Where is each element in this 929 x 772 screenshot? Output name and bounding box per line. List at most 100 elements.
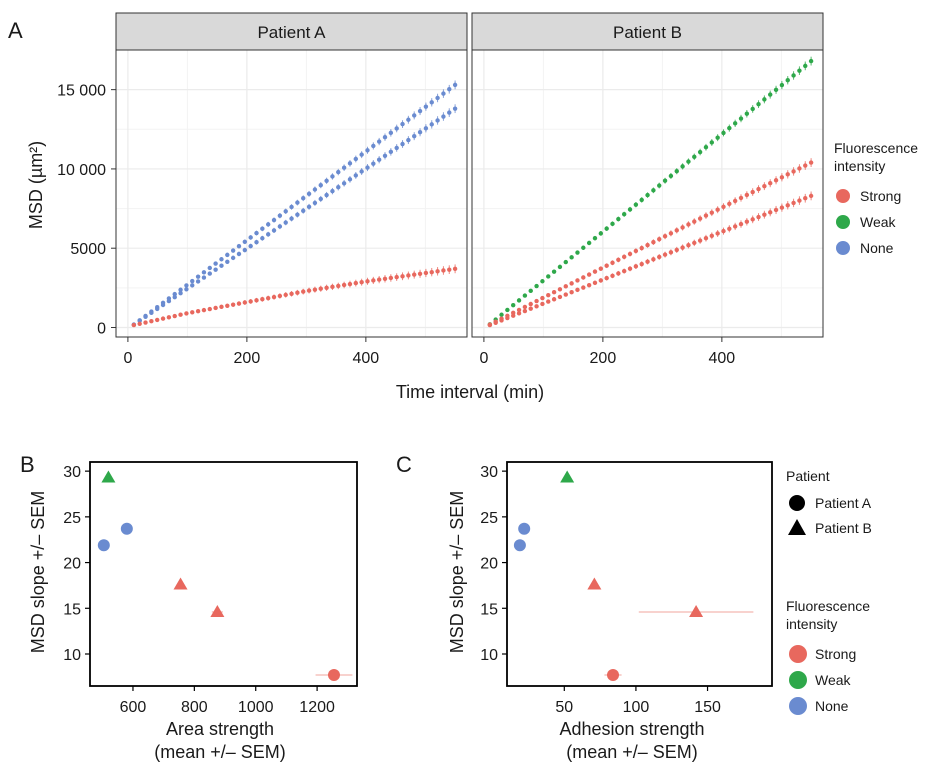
data-point xyxy=(785,78,790,83)
data-point xyxy=(295,200,300,205)
data-point xyxy=(260,236,265,241)
data-point xyxy=(563,259,568,265)
data-point xyxy=(621,268,627,274)
data-point xyxy=(756,214,761,220)
data-point xyxy=(283,292,288,298)
data-point xyxy=(616,216,621,222)
panel-a-y-axis-title: MSD (µm²) xyxy=(26,141,46,229)
data-point xyxy=(633,264,639,269)
data-point xyxy=(400,141,405,147)
data-point xyxy=(429,122,434,127)
data-point xyxy=(201,307,207,313)
data-point xyxy=(143,320,148,325)
data-point xyxy=(680,225,685,230)
data-point xyxy=(575,250,580,255)
panel-label-a: A xyxy=(8,18,23,43)
data-point xyxy=(225,303,230,308)
data-point xyxy=(295,290,300,295)
data-point xyxy=(412,133,417,139)
data-point xyxy=(417,108,423,114)
data-point xyxy=(394,126,399,131)
x-tick-label: 150 xyxy=(694,699,721,716)
data-point xyxy=(341,165,347,170)
data-point xyxy=(569,281,574,286)
data-point xyxy=(586,240,592,246)
data-point xyxy=(371,278,376,283)
data-point xyxy=(143,314,148,319)
data-point xyxy=(505,307,510,313)
panel-b-x-axis-title-line2: (mean +/– SEM) xyxy=(154,742,286,762)
data-point xyxy=(207,265,212,271)
data-point xyxy=(190,310,195,315)
data-point xyxy=(283,209,288,214)
data-point xyxy=(797,68,802,73)
data-point xyxy=(336,169,341,175)
data-point xyxy=(738,195,744,201)
x-tick-label: 0 xyxy=(123,350,132,367)
data-point xyxy=(773,207,779,213)
x-tick-label: 200 xyxy=(234,350,261,367)
data-point xyxy=(686,222,691,227)
point-c-2 xyxy=(513,539,526,552)
data-point xyxy=(149,319,154,324)
data-point xyxy=(540,301,545,307)
data-point xyxy=(785,172,790,177)
data-point xyxy=(382,276,388,281)
y-tick-label: 10 000 xyxy=(57,162,106,179)
data-point xyxy=(406,273,411,278)
data-point xyxy=(382,134,388,140)
data-point xyxy=(516,307,522,313)
data-point xyxy=(779,175,785,180)
data-point xyxy=(657,254,662,260)
data-point xyxy=(662,234,668,239)
data-point xyxy=(376,157,382,162)
data-point xyxy=(359,169,364,174)
legend-bottom: Patient Patient A Patient B Fluorescence… xyxy=(786,468,872,715)
data-point xyxy=(744,219,750,224)
data-point xyxy=(365,148,370,153)
data-point xyxy=(540,279,545,284)
data-point xyxy=(732,224,738,229)
data-point xyxy=(803,63,808,69)
data-point xyxy=(318,182,323,188)
data-point xyxy=(178,287,183,292)
data-point xyxy=(604,263,609,268)
data-point xyxy=(248,235,253,240)
data-point xyxy=(803,163,808,168)
data-point xyxy=(703,213,709,218)
data-point xyxy=(271,217,277,223)
data-point xyxy=(435,269,440,274)
data-point xyxy=(230,302,236,307)
data-point xyxy=(271,228,277,233)
data-point xyxy=(551,290,557,295)
y-tick-label: 20 xyxy=(63,556,81,573)
data-point xyxy=(651,239,656,245)
data-point xyxy=(546,292,551,298)
data-point xyxy=(423,104,429,109)
data-point xyxy=(651,257,656,262)
data-point xyxy=(376,277,382,282)
data-point xyxy=(528,301,533,307)
data-point xyxy=(727,226,732,231)
data-point xyxy=(651,188,656,193)
data-point xyxy=(499,318,504,323)
point-b-3 xyxy=(173,577,188,590)
data-point xyxy=(563,284,568,289)
data-point xyxy=(213,267,218,272)
data-point xyxy=(750,217,755,222)
legend-patient-a: Patient A xyxy=(815,495,872,511)
data-point xyxy=(674,168,679,174)
data-point xyxy=(528,288,533,294)
panel-c-plot: 10 15 20 25 30 50 100 150 xyxy=(480,461,773,716)
data-point xyxy=(581,245,586,250)
data-point xyxy=(242,300,248,305)
data-point xyxy=(230,255,236,261)
point-b-2 xyxy=(97,539,110,552)
data-point xyxy=(371,143,376,149)
data-point xyxy=(435,95,440,101)
data-point xyxy=(633,248,639,254)
data-point xyxy=(295,212,300,217)
legend-patient-b: Patient B xyxy=(815,520,872,536)
data-point xyxy=(382,153,388,158)
